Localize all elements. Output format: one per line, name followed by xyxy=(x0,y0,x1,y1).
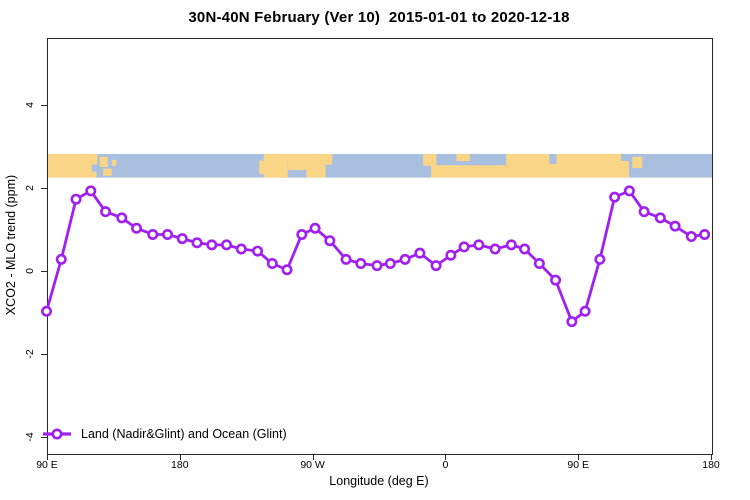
map-band-land xyxy=(325,153,333,165)
map-band-land xyxy=(549,163,557,178)
x-tick-mark xyxy=(711,454,712,460)
data-point-marker xyxy=(162,228,174,240)
data-point-marker xyxy=(414,247,426,259)
y-tick-label: 4 xyxy=(24,101,36,108)
map-band-land xyxy=(263,153,288,178)
data-point-marker xyxy=(266,258,278,270)
y-axis-title: XCO2 - MLO trend (ppm) xyxy=(4,174,18,316)
data-point-marker xyxy=(340,253,352,265)
data-point-marker xyxy=(116,212,128,224)
data-point-marker xyxy=(206,239,218,251)
data-point-marker xyxy=(131,222,143,234)
x-tick-mark xyxy=(179,454,181,460)
legend-label: Land (Nadir&Glint) and Ocean (Glint) xyxy=(81,427,287,441)
data-point-marker xyxy=(324,235,336,247)
x-tick-label: 180 xyxy=(171,459,189,471)
data-point-marker xyxy=(458,241,470,253)
map-band-land xyxy=(621,161,629,178)
y-tick-label: 0 xyxy=(24,267,36,274)
x-tick-label: 90 E xyxy=(567,459,589,471)
map-band-land xyxy=(99,156,108,167)
map-band-land xyxy=(259,160,264,175)
data-point-marker xyxy=(221,239,233,251)
y-tick-label: 2 xyxy=(24,184,36,191)
data-line xyxy=(45,189,707,324)
y-tick-mark xyxy=(41,436,47,438)
x-tick-label: 90 E xyxy=(36,459,58,471)
data-point-marker xyxy=(296,228,308,240)
data-point-marker xyxy=(235,243,247,255)
map-band-land xyxy=(103,168,112,176)
data-point-marker xyxy=(430,260,442,272)
data-point-marker xyxy=(623,185,635,197)
data-point-marker xyxy=(566,316,578,328)
y-tick-label: -2 xyxy=(24,349,36,359)
map-band-land xyxy=(506,153,550,178)
y-tick-mark xyxy=(41,353,47,355)
data-point-marker xyxy=(147,228,159,240)
chart-canvas xyxy=(41,153,712,328)
map-band-land xyxy=(306,153,326,178)
data-point-marker xyxy=(685,231,697,243)
y-tick-label: -4 xyxy=(24,432,36,442)
map-band-land xyxy=(91,153,98,165)
data-point-marker xyxy=(55,253,67,265)
data-point-marker xyxy=(550,274,562,286)
y-tick-mark xyxy=(41,187,47,189)
plot-area xyxy=(41,38,713,455)
map-band-land xyxy=(632,156,643,169)
x-tick-mark xyxy=(445,454,447,460)
map-band-land xyxy=(91,171,97,178)
data-point-marker xyxy=(445,249,457,261)
data-point-marker xyxy=(176,233,188,245)
map-band-land xyxy=(48,153,92,178)
x-axis-title: Longitude (deg E) xyxy=(329,474,429,488)
data-point-marker xyxy=(41,305,53,317)
data-point-marker xyxy=(384,258,396,270)
y-tick-mark xyxy=(41,104,47,106)
map-band-land xyxy=(287,153,307,171)
chart-title: 30N-40N February (Ver 10) 2015-01-01 to … xyxy=(188,9,570,26)
data-point-marker xyxy=(70,193,82,205)
data-point-marker xyxy=(309,222,321,234)
data-point-marker xyxy=(654,212,666,224)
data-point-marker xyxy=(519,243,531,255)
map-band-land xyxy=(423,153,437,166)
data-point-marker xyxy=(85,185,97,197)
data-point-marker xyxy=(638,206,650,218)
x-tick-label: 180 xyxy=(702,459,720,471)
x-tick-mark xyxy=(578,454,580,460)
map-band-land xyxy=(431,165,507,178)
data-point-marker xyxy=(355,258,367,270)
legend: Land (Nadir&Glint) and Ocean (Glint) xyxy=(42,427,287,441)
data-point-marker xyxy=(609,191,621,203)
data-point-marker xyxy=(699,228,711,240)
map-band-land xyxy=(556,153,622,178)
y-tick-mark xyxy=(41,270,47,272)
x-tick-label: 0 xyxy=(442,459,449,471)
map-band-land xyxy=(111,159,117,166)
legend-marker-icon xyxy=(43,428,71,440)
data-point-marker xyxy=(371,260,383,272)
data-point-marker xyxy=(191,237,203,249)
data-point-marker xyxy=(594,253,606,265)
data-point-marker xyxy=(669,220,681,232)
x-tick-label: 90 W xyxy=(300,459,325,471)
data-point-marker xyxy=(399,253,411,265)
data-point-marker xyxy=(505,239,517,251)
data-point-marker xyxy=(489,243,501,255)
data-point-marker xyxy=(579,305,591,317)
map-band-land xyxy=(456,153,470,162)
x-tick-mark xyxy=(312,454,314,460)
data-point-marker xyxy=(100,206,112,218)
x-tick-mark xyxy=(47,454,48,460)
data-point-marker xyxy=(281,264,293,276)
data-point-marker xyxy=(533,258,545,270)
data-point-marker xyxy=(252,245,264,257)
data-point-marker xyxy=(473,239,485,251)
